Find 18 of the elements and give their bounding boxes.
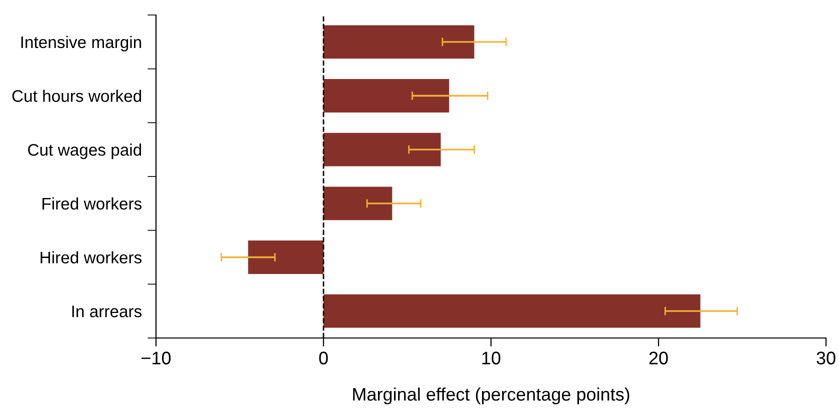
y-tick-label: Cut hours worked xyxy=(12,90,142,102)
bar xyxy=(324,132,441,166)
bar xyxy=(324,294,700,328)
x-tick-label: −10 xyxy=(142,352,171,364)
x-axis-title: Marginal effect (percentage points) xyxy=(353,387,630,404)
y-tick-label: In arrears xyxy=(72,306,142,318)
bar xyxy=(248,240,324,274)
bar xyxy=(324,186,392,220)
y-tick-label: Fired workers xyxy=(42,197,142,210)
x-tick-label: 10 xyxy=(482,352,500,364)
y-tick-label: Cut wages paid xyxy=(28,144,142,160)
x-tick-label: 20 xyxy=(649,352,668,364)
x-tick-label: 0 xyxy=(319,352,328,364)
bar xyxy=(324,25,474,59)
bar xyxy=(324,79,450,112)
x-tick-label: 30 xyxy=(816,352,836,364)
y-tick-label: Hired workers xyxy=(40,251,142,264)
y-tick-label: Intensive margin xyxy=(21,36,142,52)
